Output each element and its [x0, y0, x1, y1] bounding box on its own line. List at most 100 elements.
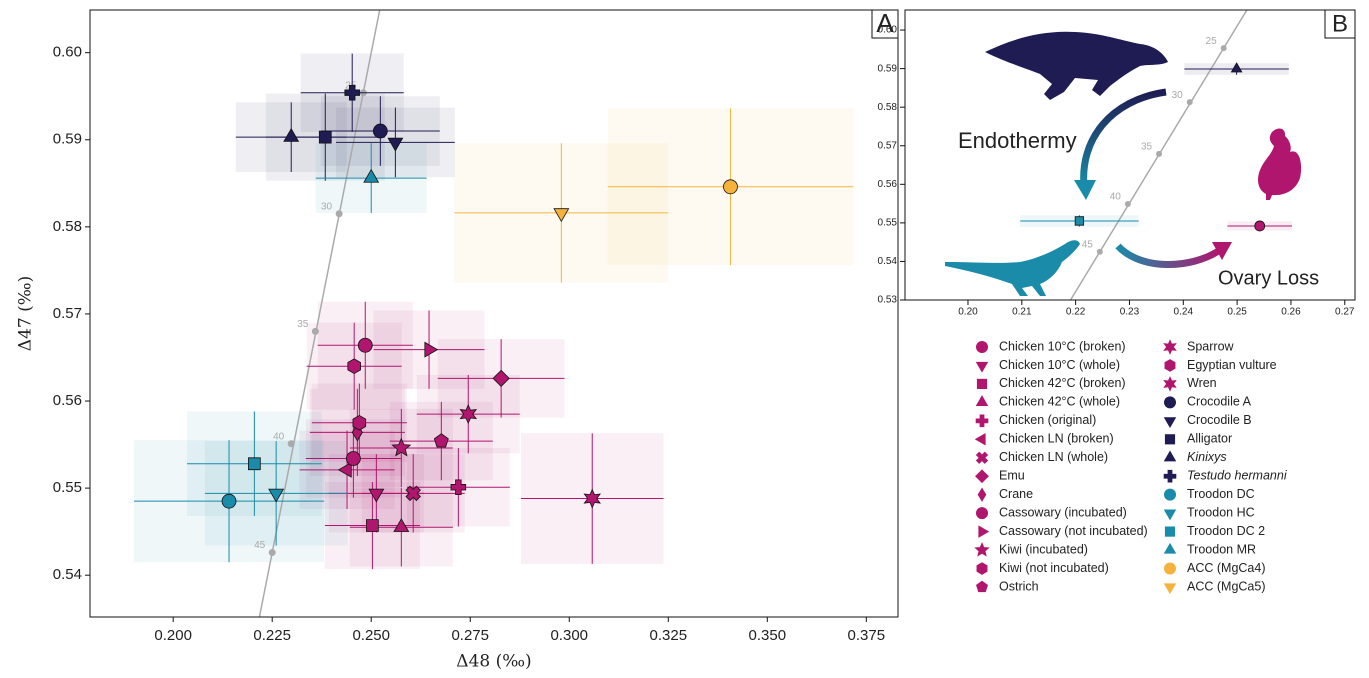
x-tick-label: 0.21 [1012, 307, 1032, 318]
legend-label: Cassowary (not incubated) [999, 524, 1148, 538]
legend-label: Emu [999, 469, 1025, 483]
legend-label: Crocodile A [1187, 395, 1252, 409]
legend-label: Wren [1187, 376, 1217, 390]
ovary-loss-arrowhead [1212, 242, 1232, 260]
data-point [352, 414, 367, 431]
y-tick-label: 0.60 [53, 44, 82, 61]
legend-label: Chicken 42°C (broken) [999, 376, 1126, 390]
data-point [387, 137, 404, 152]
legend-marker [975, 395, 989, 406]
calibration-label: 30 [1172, 90, 1184, 101]
x-tick-label: 0.26 [1281, 307, 1301, 318]
legend-marker [1163, 417, 1177, 429]
legend-marker [1164, 562, 1176, 575]
legend-label: ACC (MgCa5) [1187, 579, 1266, 593]
annotation: Endothermy [958, 128, 1077, 153]
ovary-loss-arrow [1115, 243, 1222, 268]
x-tick-label: 0.225 [253, 627, 291, 644]
data-point [492, 369, 510, 387]
annotation: Ovary Loss [1218, 267, 1319, 289]
y-tick-label: 0.54 [53, 566, 82, 583]
panel-label-box [871, 9, 899, 39]
legend-label: Chicken LN (whole) [999, 450, 1108, 464]
data-point [391, 437, 412, 457]
data-point [450, 479, 467, 495]
panel-label: A [876, 8, 894, 38]
calibration-label: 25 [1206, 36, 1218, 47]
data-point [1074, 216, 1085, 226]
legend-label: Troodon DC 2 [1187, 524, 1265, 538]
legend-marker [978, 525, 990, 538]
y-tick-label: 0.56 [53, 392, 82, 409]
legend-label: Kiwi (not incubated) [999, 561, 1109, 575]
data-point [433, 433, 449, 448]
x-axis-label: Δ48 (‰) [456, 652, 531, 672]
data-point [393, 518, 410, 532]
endothermy-arrow [1080, 88, 1167, 187]
x-tick-label: 0.325 [650, 627, 688, 644]
y-tick-label: 0.54 [878, 256, 898, 267]
data-point [372, 123, 388, 139]
legend-marker [1163, 542, 1177, 554]
data-point [318, 130, 332, 144]
x-tick-label: 0.300 [550, 627, 588, 644]
data-point [268, 488, 285, 503]
legend-marker [974, 541, 990, 557]
y-axis-label: Δ47 (‰) [16, 276, 36, 351]
y-tick-label: 0.53 [878, 295, 898, 306]
x-tick-label: 0.25 [1227, 307, 1247, 318]
y-tick-label: 0.55 [53, 479, 82, 496]
x-tick-label: 0.23 [1120, 307, 1140, 318]
legend-label: Troodon HC [1187, 505, 1255, 519]
calibration-label: 40 [1110, 192, 1122, 203]
data-point [459, 403, 478, 425]
x-tick-label: 0.250 [352, 627, 390, 644]
data-point [357, 337, 373, 353]
legend-label: Alligator [1187, 432, 1232, 446]
data-point [283, 127, 300, 142]
calibration-label: 40 [273, 431, 285, 442]
y-tick-label: 0.55 [878, 218, 898, 229]
crocodile-silhouette [985, 31, 1168, 100]
y-tick-label: 0.59 [878, 63, 898, 74]
plot-area: 25 30 35 40 45 [1020, 10, 1293, 300]
legend-marker [1163, 376, 1177, 392]
y-tick-label: 0.58 [878, 102, 898, 113]
data-point [344, 84, 360, 101]
x-tick-label: 0.350 [749, 627, 787, 644]
legend-marker [975, 414, 989, 428]
data-point [221, 493, 237, 509]
legend-marker [1164, 434, 1176, 445]
x-tick-label: 0.20 [958, 307, 978, 318]
legend-marker [976, 507, 988, 520]
data-point [366, 519, 379, 532]
legend-label: Kiwi (incubated) [999, 542, 1088, 556]
y-tick-label: 0.57 [878, 140, 898, 151]
calibration-line [258, 10, 381, 617]
legend-label: Troodon DC [1187, 487, 1255, 501]
data-point [345, 451, 361, 466]
data-point [337, 461, 352, 478]
data-point [424, 341, 439, 358]
legend-marker [1164, 359, 1176, 372]
legend-marker [1164, 526, 1176, 537]
legend-label: Troodon MR [1187, 542, 1256, 556]
x-tick-label: 0.22 [1066, 307, 1086, 318]
y-tick-label: 0.56 [878, 179, 898, 190]
data-point [347, 358, 361, 375]
calibration-point [1156, 150, 1163, 157]
legend-marker [976, 580, 988, 593]
calibration-point [335, 210, 343, 218]
troodon-silhouette [945, 240, 1080, 296]
data-point [553, 208, 570, 223]
legend-marker [1163, 583, 1177, 595]
data-point [248, 457, 261, 471]
legend-label: Crocodile B [1187, 413, 1252, 427]
calibration-point [1220, 45, 1227, 52]
legend-marker [976, 341, 988, 353]
legend-label: Testudo hermanni [1187, 469, 1288, 483]
data-point [583, 488, 601, 509]
legend-marker [974, 433, 986, 446]
legend-label: Egyptian vulture [1187, 358, 1277, 372]
data-point [723, 179, 738, 195]
